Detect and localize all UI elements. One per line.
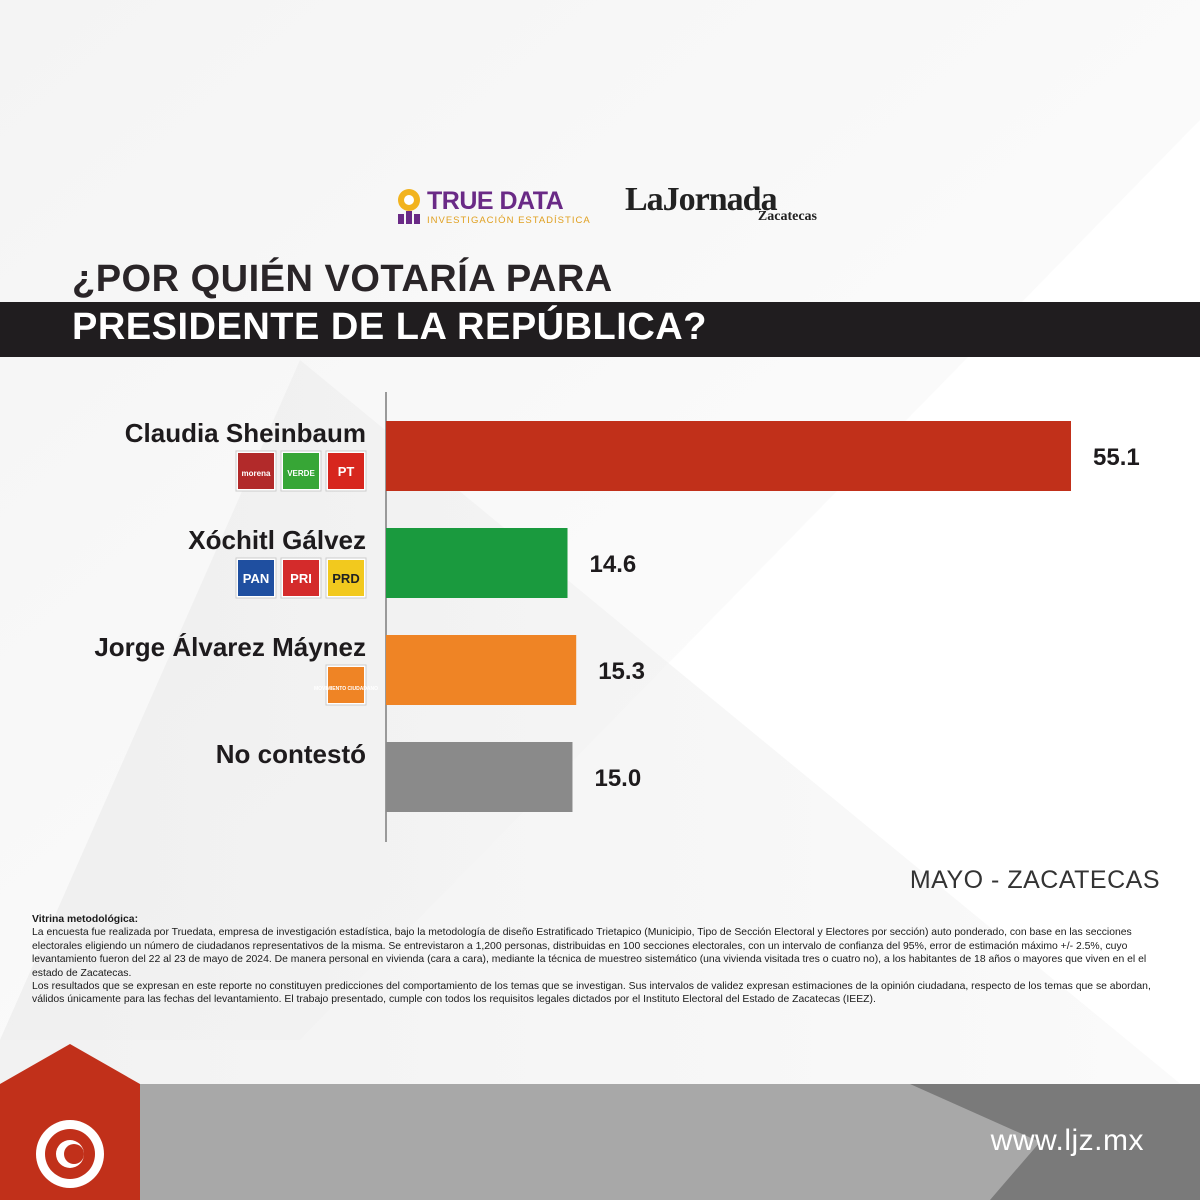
candidate-label-2: Xóchitl Gálvez (188, 525, 366, 555)
truedata-name: TRUE DATA (427, 187, 564, 215)
pt-logo-text: PT (338, 464, 355, 479)
truedata-pin-icon (398, 189, 420, 224)
candidate-label-3: Jorge Álvarez Máynez (94, 632, 366, 662)
la-jornada-sun-logo (36, 1120, 104, 1188)
verde-logo-text: VERDE (287, 469, 315, 478)
title-band (0, 302, 1200, 357)
bar-4 (386, 742, 573, 812)
pri-logo-text: PRI (290, 571, 312, 586)
candidate-label-4: No contestó (216, 739, 366, 769)
truedata-logo: TRUE DATA INVESTIGACIÓN ESTADÍSTICA (395, 185, 595, 230)
methodology-note: Vitrina metodológica: La encuesta fue re… (32, 913, 1172, 1007)
value-label-4: 15.0 (594, 765, 641, 792)
morena-logo-text: morena (242, 469, 271, 478)
pt-logo (328, 453, 364, 489)
bar-2 (386, 528, 568, 598)
truedata-tagline: INVESTIGACIÓN ESTADÍSTICA (427, 215, 591, 226)
pan-logo-text: PAN (243, 571, 269, 586)
footer-band (0, 1044, 1200, 1200)
pan-logo (238, 560, 274, 596)
prd-logo (328, 560, 364, 596)
movimiento-ciudadano-logo-text: MOVIMIENTO CIUDADANO (314, 686, 378, 692)
page-title-line1: ¿POR QUIÉN VOTARÍA PARA (72, 258, 613, 300)
methodology-paragraph-2: Los resultados que se expresan en este r… (32, 981, 1151, 1006)
period-label: MAYO - ZACATECAS (909, 866, 1160, 894)
movimiento-ciudadano-logo (328, 667, 364, 703)
value-label-1: 55.1 (1093, 444, 1140, 471)
candidate-label-1: Claudia Sheinbaum (125, 418, 366, 448)
la-jornada-region: Zacatecas (757, 209, 817, 224)
website-url[interactable]: www.ljz.mx (990, 1124, 1144, 1157)
verde-logo (283, 453, 319, 489)
bar-1 (386, 421, 1071, 491)
methodology-title: Vitrina metodológica: (32, 914, 139, 925)
pri-logo (283, 560, 319, 596)
methodology-paragraph-1: La encuesta fue realizada por Truedata, … (32, 927, 1147, 979)
value-label-2: 14.6 (590, 551, 637, 578)
morena-logo (238, 453, 274, 489)
page-title-line2: PRESIDENTE DE LA REPÚBLICA? (72, 306, 707, 348)
value-label-3: 15.3 (598, 658, 645, 685)
prd-logo-text: PRD (332, 571, 359, 586)
bar-3 (386, 635, 577, 705)
la-jornada-name: LaJornada (625, 181, 778, 218)
la-jornada-logo: LaJornada Zacatecas (625, 181, 825, 231)
header-logos: TRUE DATA INVESTIGACIÓN ESTADÍSTICA LaJo… (395, 181, 825, 235)
